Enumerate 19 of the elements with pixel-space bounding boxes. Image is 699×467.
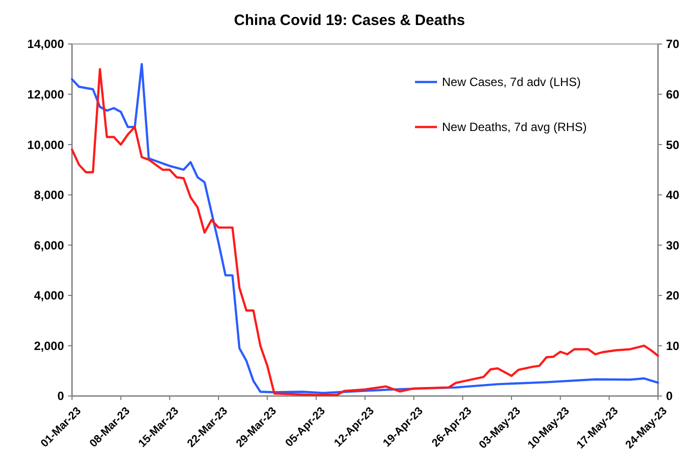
y-tick-label: 14,000 [27,37,64,52]
y-tick-label: 8,000 [34,188,64,202]
y2-tick-label: 50 [666,138,680,152]
y2-tick-label: 30 [666,238,680,252]
y-tick-label: 12,000 [27,87,64,102]
y2-tick-label: 70 [666,37,680,52]
legend-label: New Cases, 7d adv (LHS) [442,75,581,90]
legend-label: New Deaths, 7d avg (RHS) [442,120,587,134]
y-tick-label: 2,000 [34,338,64,353]
y-tick-label: 0 [57,389,64,404]
y2-tick-label: 40 [666,188,680,202]
y-tick-label: 6,000 [34,238,64,252]
y2-tick-label: 0 [666,389,673,404]
chart-title: China Covid 19: Cases & Deaths [234,12,465,29]
y-tick-label: 10,000 [27,138,64,152]
y-tick-label: 4,000 [34,288,64,303]
y2-tick-label: 10 [666,338,680,353]
y2-tick-label: 20 [666,288,680,303]
y2-tick-label: 60 [666,87,680,102]
